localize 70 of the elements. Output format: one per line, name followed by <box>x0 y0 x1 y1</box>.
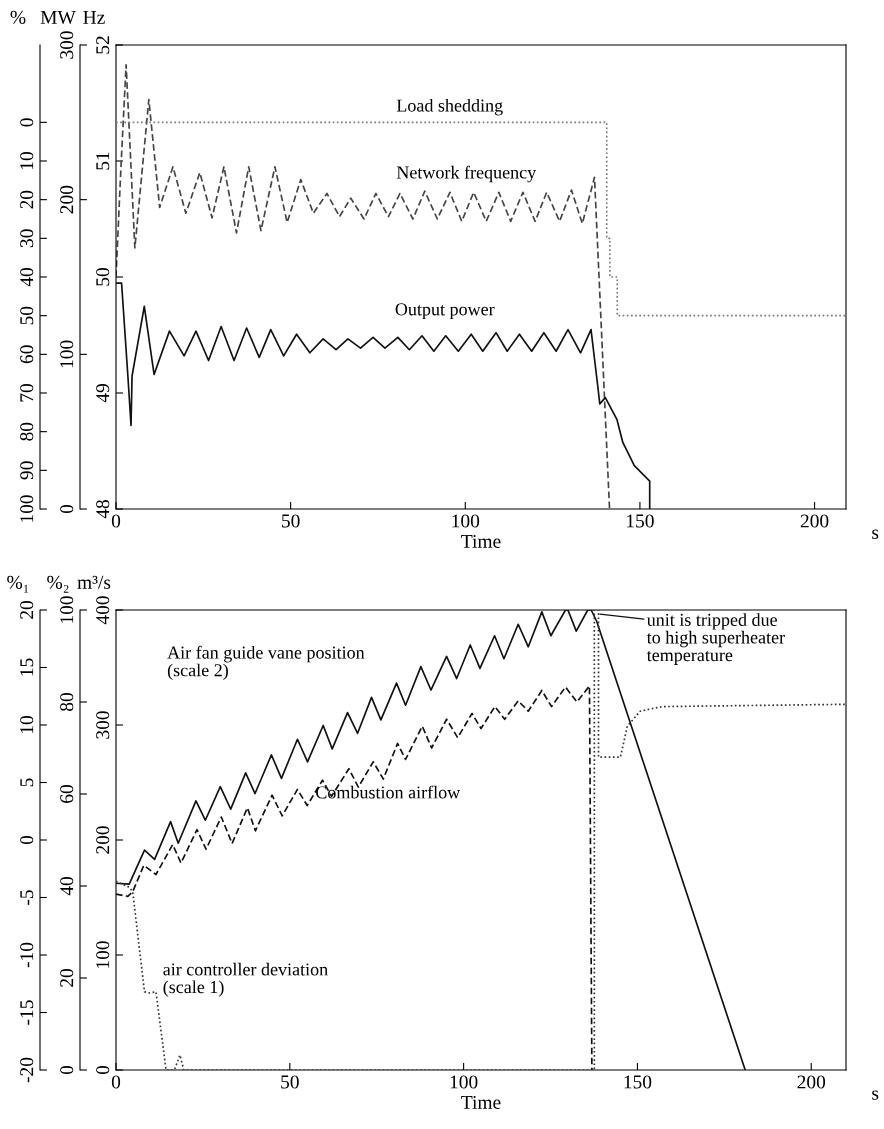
y3-tick-label: -20 <box>20 1057 34 1083</box>
text: s <box>872 529 879 539</box>
y3-tick-label: 15 <box>20 658 34 676</box>
y3-tick-label: -15 <box>20 1000 34 1025</box>
y2-tick-label: 20 <box>60 969 74 987</box>
series-label: Output power <box>395 303 495 320</box>
line-series <box>116 121 846 317</box>
series-label: Load shedding <box>396 98 503 116</box>
y3-tick-label: 0 <box>20 118 34 127</box>
y-tick-label: 50 <box>96 268 110 286</box>
series-label: air controller deviation (scale 1) <box>163 962 328 997</box>
line-series <box>116 685 593 1070</box>
x-tick-label: 0 <box>111 1075 121 1089</box>
y2-tick-label: 0 <box>60 1065 74 1075</box>
y-tick-label: 51 <box>96 152 110 170</box>
y-axis-title: m³/s <box>77 575 111 589</box>
series-label: Air fan guide vane position (scale 2) <box>167 645 365 681</box>
y3-tick-label: 30 <box>20 229 34 248</box>
y-tick-label: 300 <box>96 711 110 739</box>
y3-tick-label: 20 <box>20 190 34 209</box>
line-series <box>116 282 651 509</box>
y2-tick-label: 200 <box>60 185 74 214</box>
y3-tick-label: 50 <box>20 306 34 325</box>
y2-axis-title: MW <box>40 10 76 24</box>
y3-tick-label: 40 <box>20 268 34 287</box>
x-tick-label: 150 <box>624 1075 652 1089</box>
y3-tick-label: 90 <box>20 461 34 480</box>
x-tick-label: 100 <box>452 514 480 528</box>
text: s <box>872 1090 879 1100</box>
y-tick-label: 48 <box>96 500 110 519</box>
y-tick-label: 200 <box>96 826 110 854</box>
y3-tick-label: 70 <box>20 384 34 402</box>
y2-tick-label: 80 <box>60 693 74 711</box>
y3-axis-title: %₁ <box>7 575 29 593</box>
y3-axis-title: % <box>10 10 26 24</box>
y-tick-label: 49 <box>96 384 110 403</box>
x-tick-label: 100 <box>450 1075 478 1089</box>
series-label: Combustion airflow <box>316 785 461 799</box>
y2-tick-label: 100 <box>60 596 74 623</box>
x-tick-label: 50 <box>281 1075 299 1089</box>
x-axis-title: Time <box>461 1095 501 1109</box>
y3-tick-label: 10 <box>20 716 34 734</box>
y3-tick-label: 0 <box>20 835 34 845</box>
y2-tick-label: 300 <box>60 31 74 59</box>
x-tick-label: 0 <box>111 514 121 528</box>
y3-tick-label: -10 <box>20 942 34 968</box>
y2-tick-label: 100 <box>60 340 74 368</box>
y3-tick-label: 5 <box>20 778 34 787</box>
y2-tick-label: 60 <box>60 785 74 803</box>
series-label: Network frequency <box>396 165 537 183</box>
y3-tick-label: 60 <box>20 345 34 364</box>
y3-tick-label: 10 <box>20 152 34 170</box>
y3-tick-label: 20 <box>20 601 34 619</box>
x-tick-label: 50 <box>282 514 300 528</box>
x-tick-label: 150 <box>627 514 654 528</box>
x-tick-label: 200 <box>797 1075 826 1089</box>
y-tick-label: 400 <box>96 596 110 625</box>
line-series <box>116 63 611 509</box>
x-tick-label: 200 <box>800 514 829 528</box>
y-tick-label: 52 <box>96 36 110 54</box>
y-axis-title: Hz <box>83 10 105 24</box>
x-axis-title: Time <box>461 534 501 548</box>
y2-tick-label: 0 <box>60 504 74 514</box>
y-tick-label: 0 <box>96 1065 110 1075</box>
y3-tick-label: -5 <box>20 890 34 905</box>
y-tick-label: 100 <box>96 941 110 968</box>
annotation: unit is tripped due to high superheater temperature <box>646 613 785 665</box>
y2-axis-title: %₂ <box>47 575 69 593</box>
y3-tick-label: 80 <box>20 422 34 441</box>
y2-tick-label: 40 <box>60 877 74 896</box>
